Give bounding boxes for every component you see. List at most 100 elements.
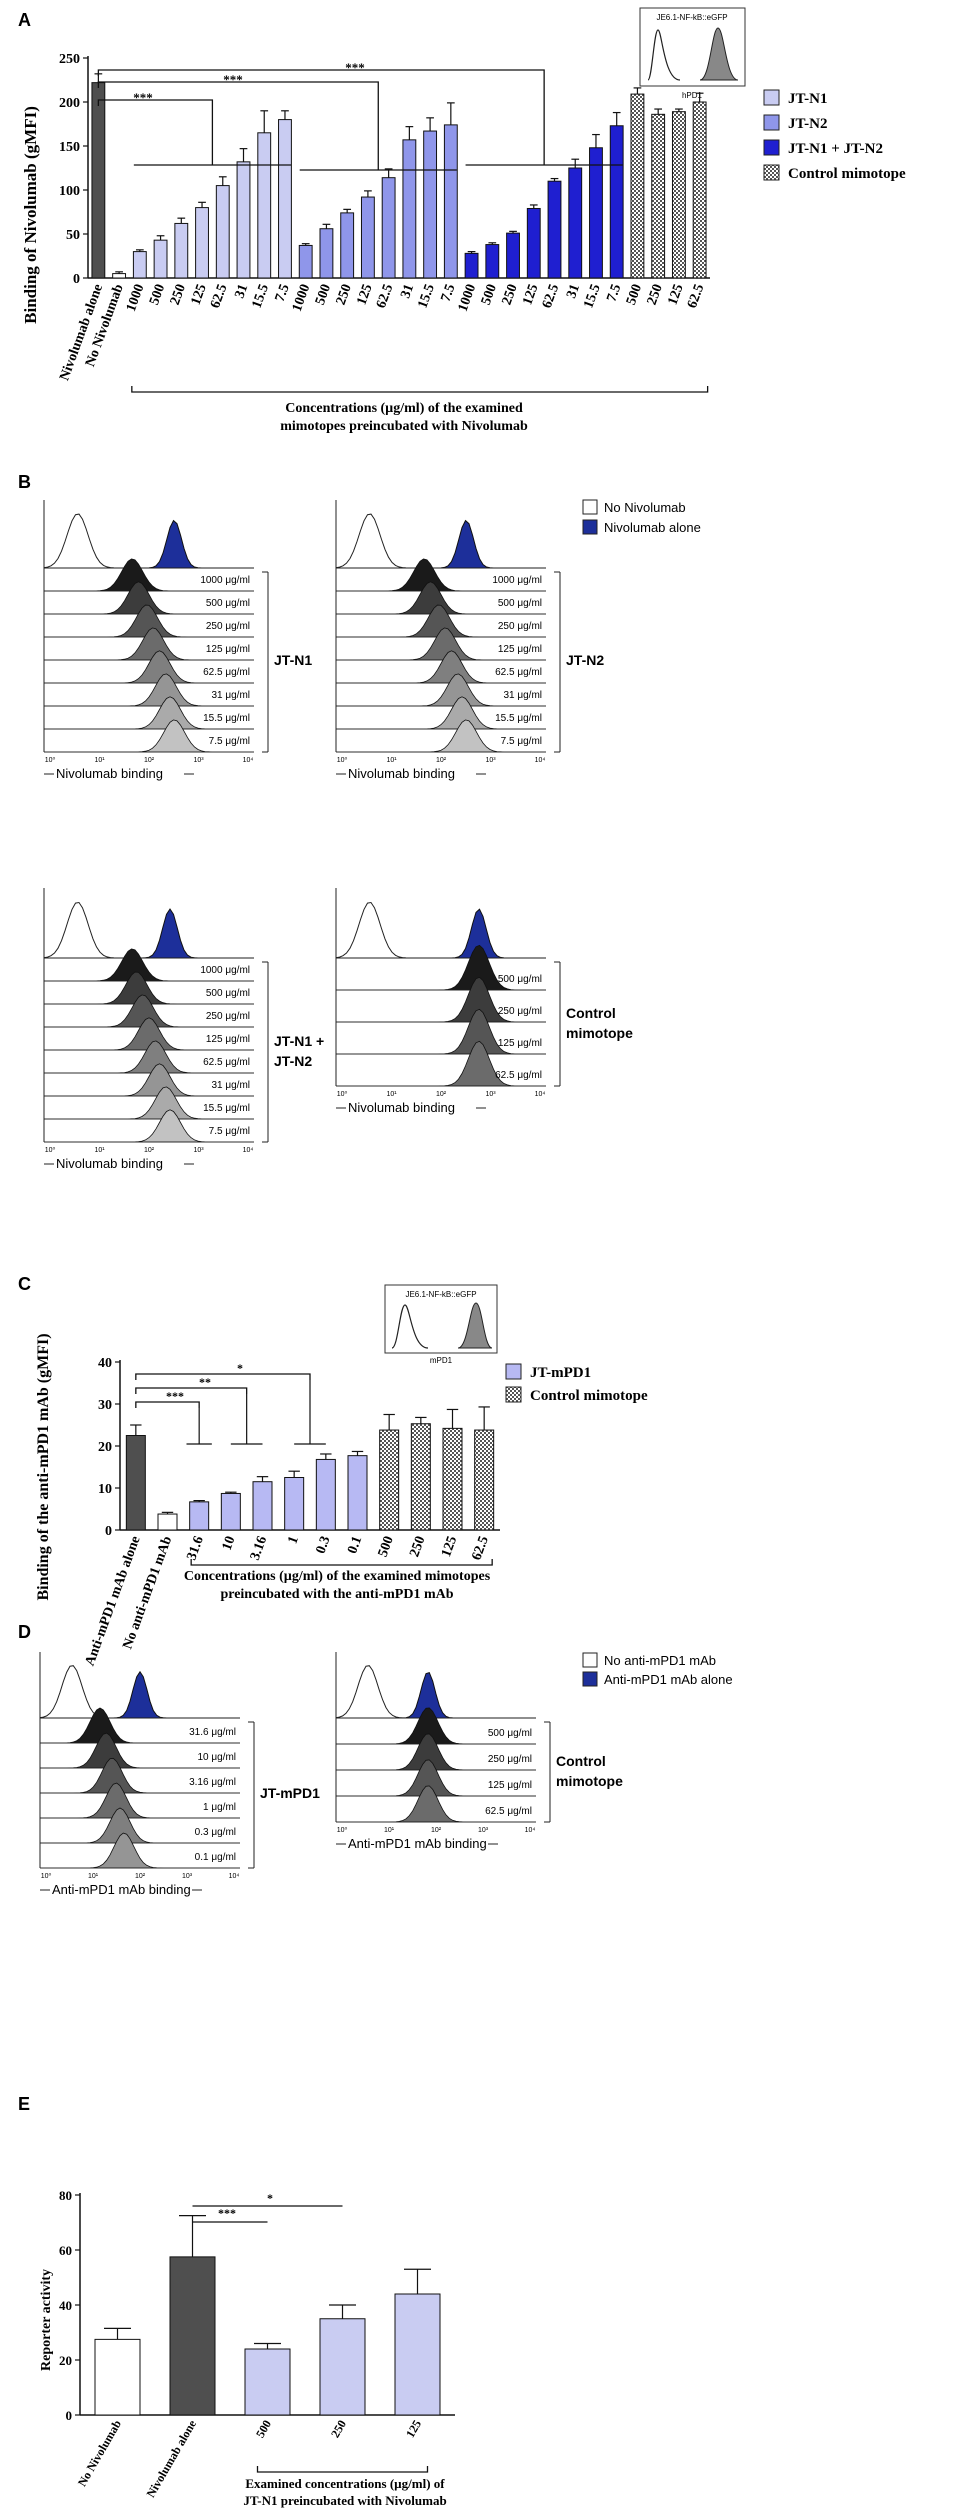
panel-a-sig-2: *** <box>223 72 243 87</box>
panel-e-bar-label: 500 <box>253 2418 274 2441</box>
panel-d-ctrl-xtick-label: 10¹ <box>384 1827 395 1834</box>
panel-c-bar-label: 10 <box>220 1534 239 1552</box>
panel-b-jtn2-conc-label: 250 μg/ml <box>498 621 542 632</box>
panel-c-inset-pos-histogram <box>457 1302 493 1349</box>
panel-a-bar <box>609 125 624 279</box>
panel-b-jtn12-conc-label: 125 μg/ml <box>206 1034 250 1045</box>
panel-a-bar-label: 15.5 <box>250 282 272 310</box>
panel-d-jtmpd1-xtick-label: 10⁰ <box>41 1872 52 1880</box>
panel-c-ytick-label: 30 <box>98 1398 112 1413</box>
panel-b-ctrl-sample-name-2: mimotope <box>566 1025 633 1041</box>
panel-b-jtn2-xtick-label: 10¹ <box>386 757 397 764</box>
panel-a-xlabel-line2: mimotopes preincubated with Nivolumab <box>280 419 528 434</box>
panel-a-legend-swatch-ctrl <box>763 164 780 181</box>
panel-b-jtn12-conc-label: 15.5 μg/ml <box>203 1103 250 1114</box>
panel-c-ytick-label: 0 <box>105 1524 112 1539</box>
panel-a-bar-label: 31 <box>564 282 583 300</box>
panel-d-ctrl-sample-name-2: mimotope <box>556 1773 623 1789</box>
panel-a-bar <box>589 147 603 279</box>
panel-b-jtn2-xlabel: Nivolumab binding <box>348 766 455 781</box>
panel-e-bar <box>244 2348 291 2416</box>
panel-b-ctrl-xtick-label: 10⁰ <box>337 1090 348 1098</box>
panel-c-bar-label: 31.6 <box>184 1534 206 1562</box>
panel-b-letter: B <box>18 472 31 492</box>
panel-a-bar-label: 250 <box>168 282 189 307</box>
panel-b-jtn2-conc-label: 31 μg/ml <box>503 690 542 701</box>
panel-b-jtn2-conc-label: 500 μg/ml <box>498 598 542 609</box>
panel-a-inset-title: JE6.1-NF-kB::eGFP <box>656 13 727 22</box>
panel-d-ctrl-conc-label: 250 μg/ml <box>488 1754 532 1765</box>
panel-d-ctrl-xtick-label: 10⁴ <box>525 1827 536 1834</box>
panel-e-bar <box>394 2293 441 2416</box>
panel-a-bar <box>485 244 500 279</box>
panel-c-inset-neg-histogram <box>391 1304 429 1349</box>
panel-e-ytick-label: 0 <box>66 2408 73 2423</box>
panel-b-jtn1-xlabel: Nivolumab binding <box>56 766 163 781</box>
panel-c-bar <box>125 1435 146 1531</box>
panel-c-bar <box>189 1501 210 1531</box>
panel-a-legend: JT-N1 JT-N2 JT-N1 + JT-N2 Control mimoto… <box>763 89 906 182</box>
panel-c-bar-label: 1 <box>285 1534 301 1546</box>
panel-a-bar-label: 7.5 <box>604 282 624 304</box>
panel-b-ctrl-conc-label: 250 μg/ml <box>498 1006 542 1017</box>
panel-d-ctrl-conc-label: 500 μg/ml <box>488 1728 532 1739</box>
panel-e-sig-1: *** <box>218 2206 236 2220</box>
panel-b-jtn1-conc-label: 31 μg/ml <box>211 690 250 701</box>
panel-b-jtn2-conc-label: 1000 μg/ml <box>492 575 542 586</box>
panel-b-ctrl-xtick-label: 10³ <box>485 1091 496 1098</box>
panel-a-bar-label: 125 <box>665 282 686 307</box>
panel-e-bar-label: 250 <box>328 2418 349 2441</box>
panel-b-jtn12-xtick-label: 10⁰ <box>45 1146 56 1154</box>
panel-a-sig-1: *** <box>133 90 153 105</box>
panel-b-ctrl-conc-label: 125 μg/ml <box>498 1038 542 1049</box>
panel-b-jtn12-xlabel: Nivolumab binding <box>56 1156 163 1171</box>
panel-b-jtn2-conc-label: 15.5 μg/ml <box>495 713 542 724</box>
panel-a-ylabel: Binding of Nivolumab (gMFI) <box>21 106 40 324</box>
panel-b-jtn12-sample-name-2: JT-N2 <box>274 1053 312 1069</box>
panel-b-legend-swatch-none <box>582 499 598 515</box>
panel-a-bar-label: 1000 <box>124 282 148 313</box>
panel-a-ytick-label: 250 <box>59 52 80 67</box>
panel-c-legend-jtm: JT-mPD1 <box>530 1365 591 1381</box>
panel-a-bar-label: 15.5 <box>415 282 437 310</box>
panel-c-bar-label: 3.16 <box>248 1534 270 1562</box>
panel-c-chart: Binding of the anti-mPD1 mAb (gMFI) Conc… <box>35 1284 648 1668</box>
panel-e-letter: E <box>18 2094 30 2114</box>
panel-a-bar-label: 62.5 <box>208 282 230 310</box>
panel-a-bar <box>278 119 292 279</box>
panel-c-bar-label: 125 <box>439 1534 460 1559</box>
panel-c-legend-ctrl: Control mimotope <box>530 1388 648 1404</box>
panel-d-legend-alone: Anti-mPD1 mAb alone <box>604 1672 733 1687</box>
panel-b-ctrl-conc-label: 62.5 μg/ml <box>495 1070 542 1081</box>
panel-e-bar <box>169 2256 216 2416</box>
panel-a-bar-label: 500 <box>479 282 500 307</box>
panel-a-bar <box>195 207 209 279</box>
panel-e-ytick-label: 60 <box>59 2243 72 2258</box>
panel-a-bar <box>506 232 520 279</box>
panel-b-ctrl-sample-name: Control <box>566 1005 616 1021</box>
panel-a-sig-3: *** <box>345 60 365 75</box>
panel-c-ytick-label: 20 <box>98 1440 112 1455</box>
panel-a-ytick-label: 100 <box>59 184 80 199</box>
panel-a-letter: A <box>18 10 31 30</box>
panel-a-xgroup-bracket <box>131 386 709 393</box>
panel-a-bar-label: 15.5 <box>581 282 603 310</box>
panel-a-inset-pos-histogram <box>699 27 739 81</box>
panel-a-bar <box>360 196 375 279</box>
panel-b-jtn2-xtick-label: 10⁴ <box>535 757 546 764</box>
panel-d-jtmpd1-conc-label: 3.16 μg/ml <box>189 1777 236 1788</box>
panel-b-jtn2-conc-label: 7.5 μg/ml <box>501 736 542 747</box>
panel-c-bar-label: 0.3 <box>314 1534 334 1556</box>
panel-b-ctrl-positive-histogram <box>336 908 546 959</box>
panel-a-sig-bracket-1 <box>97 99 214 106</box>
panel-b-jtn1-conc-label: 250 μg/ml <box>206 621 250 632</box>
panel-a-bar <box>319 228 334 279</box>
panel-c-bar <box>220 1492 241 1531</box>
panel-a-inset-neg-histogram <box>647 29 681 81</box>
panel-a-bar <box>381 177 396 279</box>
panel-c-legend-swatch-jtm <box>505 1363 522 1380</box>
panel-c-letter: C <box>18 1274 31 1294</box>
panel-a-bar-label: 500 <box>313 282 334 307</box>
panel-d-ctrl-sample-name: Control <box>556 1753 606 1769</box>
panel-c-bar <box>157 1513 178 1531</box>
